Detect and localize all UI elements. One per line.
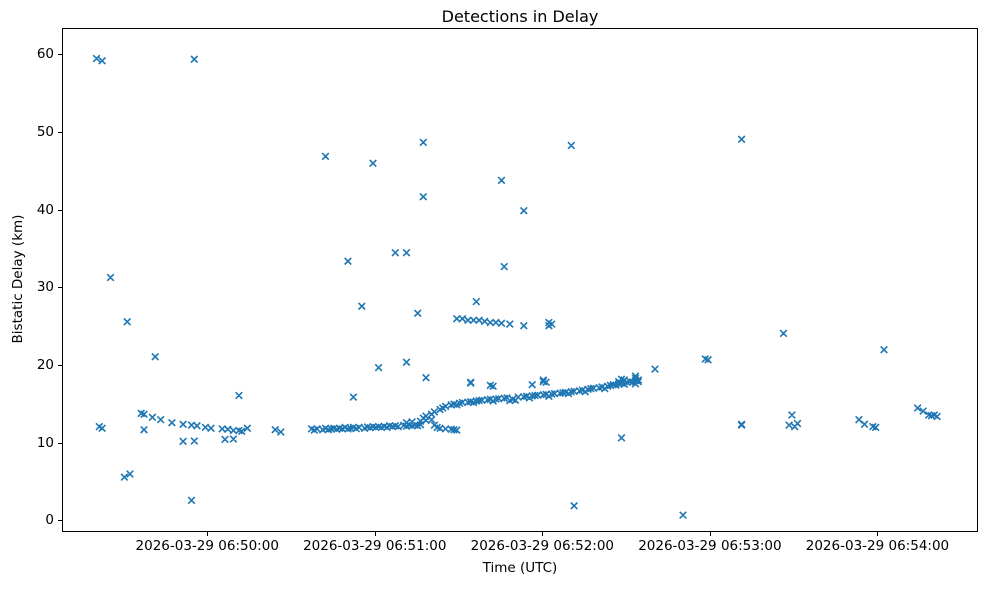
x-tick-label: 2026-03-29 06:53:00 xyxy=(638,538,782,554)
y-tick-label: 0 xyxy=(45,512,54,529)
y-tick-label: 50 xyxy=(36,124,54,141)
y-tick-mark xyxy=(58,287,62,289)
x-tick-label: 2026-03-29 06:51:00 xyxy=(303,538,447,554)
x-tick-marks xyxy=(62,532,978,536)
x-tick-label: 2026-03-29 06:50:00 xyxy=(135,538,279,554)
x-tick-mark xyxy=(709,532,711,536)
y-tick-label: 40 xyxy=(36,201,54,218)
scatter-points xyxy=(92,54,941,519)
x-tick-label: 2026-03-29 06:54:00 xyxy=(805,538,950,554)
y-tick-mark xyxy=(58,132,62,134)
y-tick-marks xyxy=(58,28,62,532)
x-tick-label: 2026-03-29 06:52:00 xyxy=(470,538,615,554)
x-tick-mark xyxy=(877,532,879,536)
y-tick-mark xyxy=(58,520,62,522)
y-tick-mark xyxy=(58,365,62,367)
y-tick-labels: 0 10 20 30 40 50 60 xyxy=(0,28,54,532)
y-tick-label: 30 xyxy=(36,279,54,296)
y-tick-mark xyxy=(58,209,62,211)
chart-title: Detections in Delay xyxy=(441,7,599,26)
y-tick-label: 60 xyxy=(36,46,54,63)
y-tick-label: 10 xyxy=(36,434,54,451)
x-tick-mark xyxy=(207,532,209,536)
x-marker-path xyxy=(92,54,941,519)
y-tick-mark xyxy=(58,442,62,444)
plot-area xyxy=(62,28,978,532)
x-tick-mark xyxy=(542,532,544,536)
y-tick-mark xyxy=(58,54,62,56)
x-tick-labels: 2026-03-29 06:50:00 2026-03-29 06:51:00 20… xyxy=(62,538,978,554)
x-axis-label: Time (UTC) xyxy=(482,560,558,576)
y-tick-label: 20 xyxy=(36,357,54,374)
x-tick-mark xyxy=(374,532,376,536)
